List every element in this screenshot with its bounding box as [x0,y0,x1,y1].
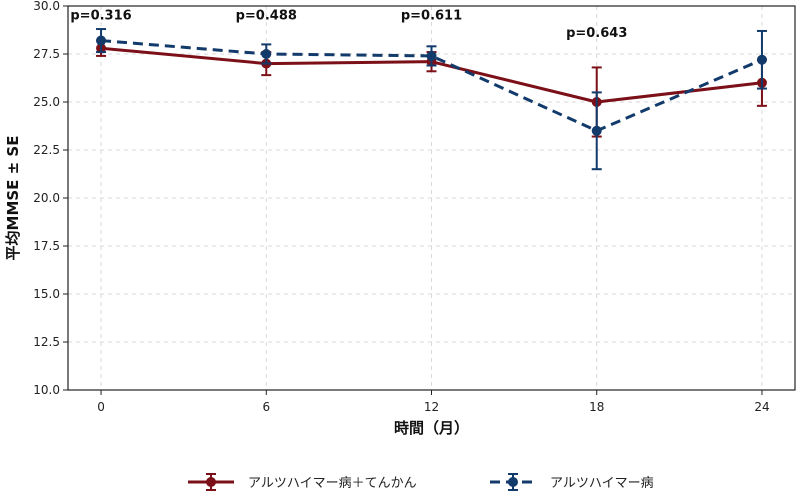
y-tick-label: 22.5 [33,143,60,157]
legend-label: アルツハイマー病 [550,476,654,491]
x-tick-label: 6 [262,400,270,414]
x-tick-label: 12 [424,400,439,414]
y-tick-label: 20.0 [33,191,60,205]
p-value-label: p=0.316 [70,9,131,24]
series-layer [96,28,767,171]
y-tick-label: 17.5 [33,239,60,253]
y-axis-title: 平均MMSE ± SE [4,136,22,261]
legend-marker [508,477,518,487]
y-tick-label: 30.0 [33,0,60,13]
data-point [591,125,602,136]
series-2 [96,28,767,171]
legend-marker [206,477,216,487]
data-point [96,35,107,46]
x-axis-title: 時間（月） [394,419,469,437]
y-tick-label: 15.0 [33,287,60,301]
x-tick-label: 0 [97,400,105,414]
x-tick-label: 18 [589,400,604,414]
y-tick-label: 12.5 [33,335,60,349]
legend-item-2: アルツハイマー病 [490,473,654,491]
y-axis: 10.0 12.5 15.0 17.5 20.0 22.5 25.0 27.5 30.0 [33,0,68,397]
annotations: p=0.316 p=0.488 p=0.611 p=0.643 [70,9,627,41]
p-value-label: p=0.643 [566,26,627,41]
p-value-label: p=0.611 [401,9,462,24]
y-tick-label: 10.0 [33,383,60,397]
data-point [261,49,272,59]
p-value-label: p=0.488 [236,9,297,24]
legend: アルツハイマー病＋てんかん アルツハイマー病 [188,473,654,491]
x-tick-label: 24 [754,400,769,414]
x-axis: 0 6 12 18 24 [97,390,770,414]
legend-label: アルツハイマー病＋てんかん [248,476,417,491]
data-point [756,54,767,65]
data-point [426,50,437,61]
y-tick-label: 27.5 [33,47,60,61]
legend-item-1: アルツハイマー病＋てんかん [188,473,417,491]
y-tick-label: 25.0 [33,95,60,109]
